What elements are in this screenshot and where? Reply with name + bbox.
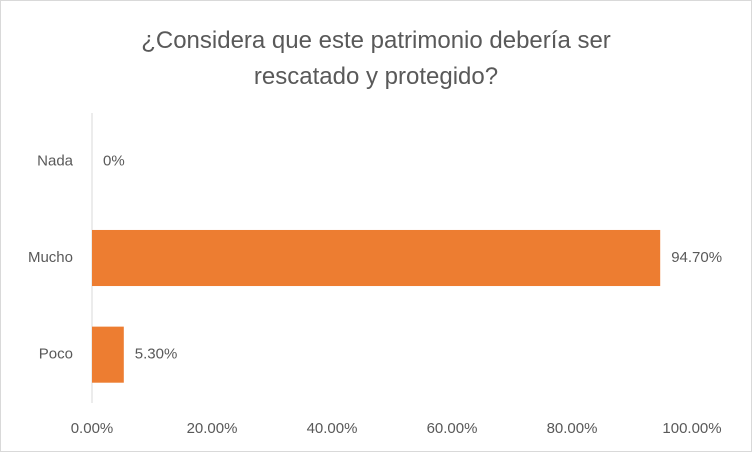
bar-group — [92, 229, 661, 383]
category-label-mucho: Mucho — [28, 249, 73, 266]
chart-title-line-1: ¿Considera que este patrimonio debería s… — [141, 27, 611, 54]
value-labels: 0% 94.70% 5.30% — [103, 152, 722, 362]
value-label-poco: 5.30% — [135, 346, 178, 363]
value-label-mucho: 94.70% — [671, 249, 722, 266]
x-tick-label: 0.00% — [71, 420, 114, 437]
x-tick-label: 40.00% — [307, 420, 358, 437]
x-axis-tick-labels: 0.00% 20.00% 40.00% 60.00% 80.00% 100.00% — [71, 420, 722, 437]
bar-poco — [92, 326, 124, 383]
x-tick-label: 80.00% — [547, 420, 598, 437]
x-tick-label: 60.00% — [427, 420, 478, 437]
x-tick-label: 100.00% — [662, 420, 721, 437]
x-tick-label: 20.00% — [187, 420, 238, 437]
value-label-nada: 0% — [103, 152, 125, 169]
category-label-poco: Poco — [39, 346, 73, 363]
category-labels: Nada Mucho Poco — [28, 152, 74, 362]
bar-mucho — [92, 229, 661, 287]
category-label-nada: Nada — [37, 152, 74, 169]
chart-title-line-2: rescatado y protegido? — [253, 63, 499, 90]
chart-title: ¿Considera que este patrimonio debería s… — [1, 23, 751, 95]
